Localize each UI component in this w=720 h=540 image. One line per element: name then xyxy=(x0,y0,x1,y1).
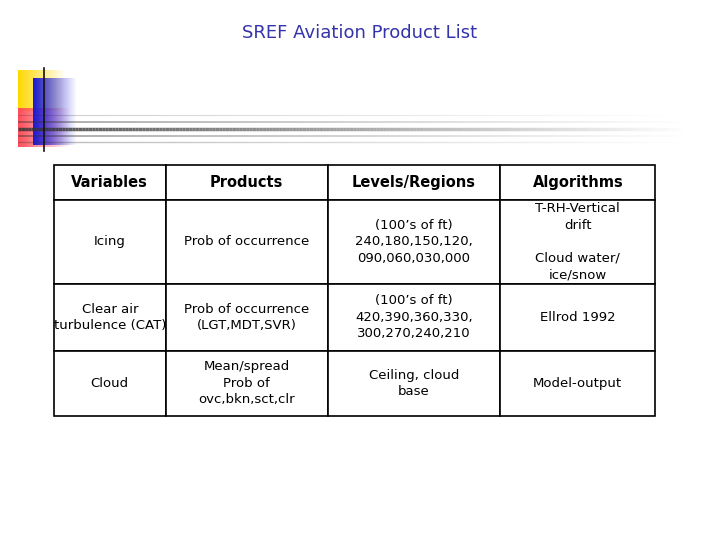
Bar xyxy=(500,284,655,351)
Text: T-RH-Vertical
drift

Cloud water/
ice/snow: T-RH-Vertical drift Cloud water/ ice/sno… xyxy=(536,202,620,281)
Bar xyxy=(166,165,328,200)
Text: Model-output: Model-output xyxy=(534,377,622,390)
Text: (100’s of ft)
240,180,150,120,
090,060,030,000: (100’s of ft) 240,180,150,120, 090,060,0… xyxy=(355,219,473,265)
Bar xyxy=(500,165,655,200)
Text: Variables: Variables xyxy=(71,175,148,190)
Bar xyxy=(328,200,500,284)
Text: Ceiling, cloud
base: Ceiling, cloud base xyxy=(369,369,459,398)
Bar xyxy=(328,351,500,416)
Text: Levels/Regions: Levels/Regions xyxy=(352,175,476,190)
Text: Products: Products xyxy=(210,175,283,190)
Text: Prob of occurrence
(LGT,MDT,SVR): Prob of occurrence (LGT,MDT,SVR) xyxy=(184,302,309,332)
Bar xyxy=(500,351,655,416)
Bar xyxy=(500,200,655,284)
Text: Clear air
turbulence (CAT): Clear air turbulence (CAT) xyxy=(53,302,166,332)
Bar xyxy=(166,200,328,284)
Text: Cloud: Cloud xyxy=(91,377,129,390)
Text: SREF Aviation Product List: SREF Aviation Product List xyxy=(243,24,477,42)
Text: Algorithms: Algorithms xyxy=(532,175,624,190)
Text: Mean/spread
Prob of
ovc,bkn,sct,clr: Mean/spread Prob of ovc,bkn,sct,clr xyxy=(198,360,295,407)
Bar xyxy=(328,284,500,351)
Text: Ellrod 1992: Ellrod 1992 xyxy=(540,310,616,324)
Bar xyxy=(54,200,166,284)
Bar xyxy=(166,351,328,416)
Bar xyxy=(54,351,166,416)
Bar xyxy=(54,284,166,351)
Text: (100’s of ft)
420,390,360,330,
300,270,240,210: (100’s of ft) 420,390,360,330, 300,270,2… xyxy=(355,294,473,340)
Bar xyxy=(328,165,500,200)
Bar xyxy=(54,165,166,200)
Text: Icing: Icing xyxy=(94,235,126,248)
Text: Prob of occurrence: Prob of occurrence xyxy=(184,235,309,248)
Bar xyxy=(166,284,328,351)
